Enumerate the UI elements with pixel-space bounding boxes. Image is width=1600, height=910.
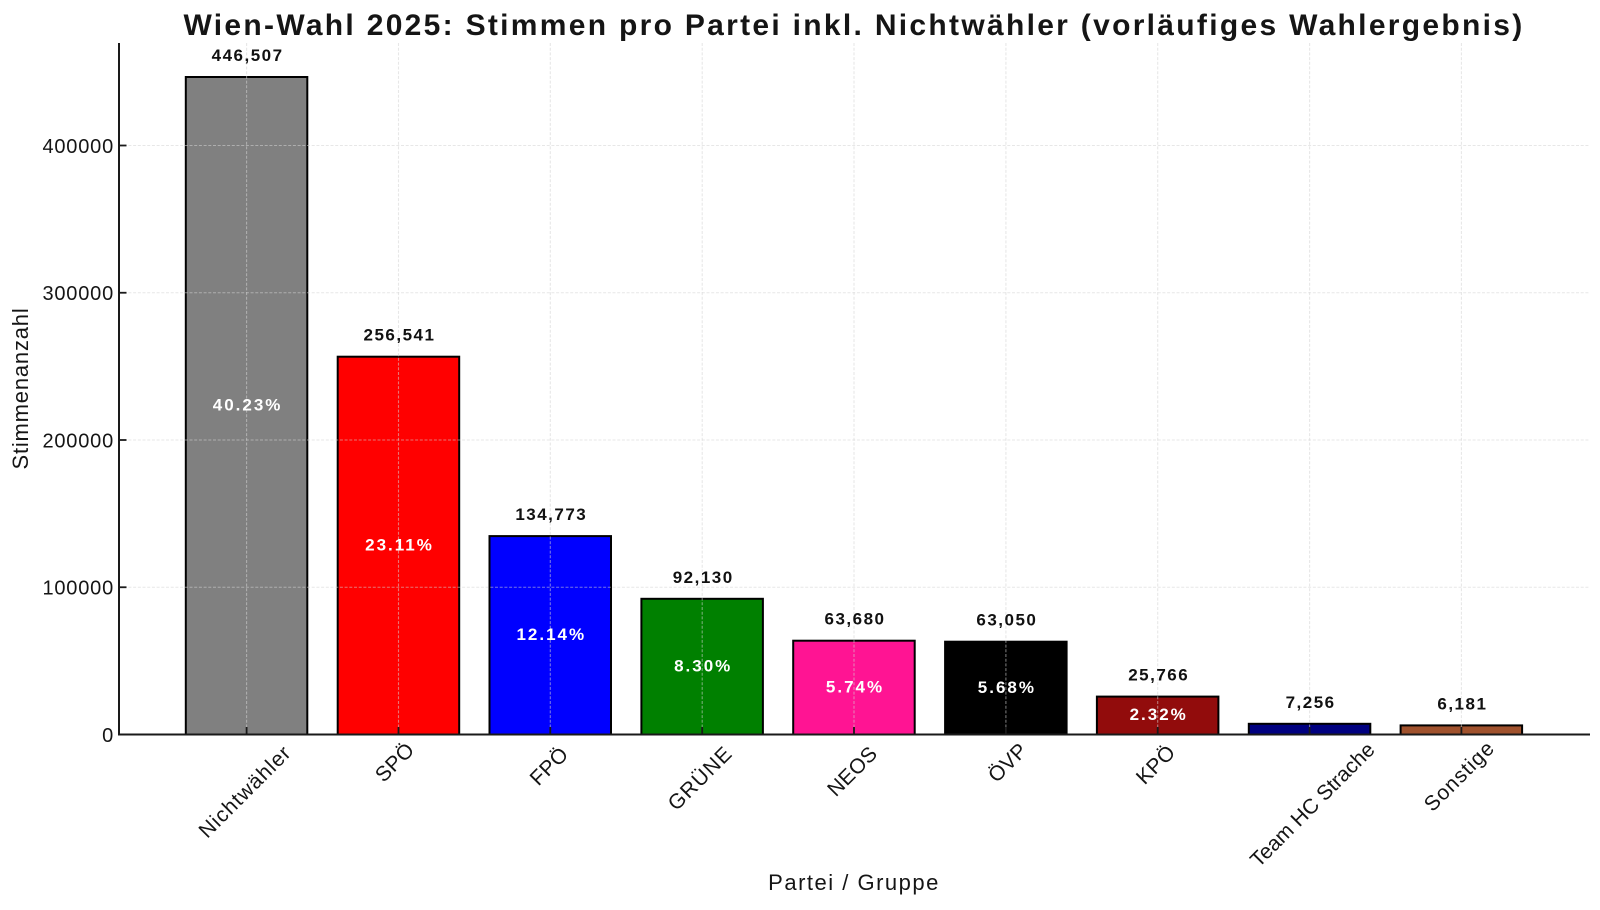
svg-text:63,680: 63,680 [825,610,886,629]
svg-text:92,130: 92,130 [673,568,734,587]
svg-text:7,256: 7,256 [1286,693,1336,712]
svg-text:5.74%: 5.74% [826,677,884,696]
svg-text:400000: 400000 [42,136,114,158]
svg-text:256,541: 256,541 [364,326,436,345]
svg-text:25,766: 25,766 [1128,666,1189,685]
svg-text:6,181: 6,181 [1437,694,1487,713]
svg-text:2.32%: 2.32% [1130,705,1188,724]
svg-text:12.14%: 12.14% [516,625,586,644]
svg-text:8.30%: 8.30% [674,656,732,675]
svg-text:23.11%: 23.11% [365,535,434,554]
svg-text:5.68%: 5.68% [978,678,1036,697]
svg-text:Wien-Wahl 2025: Stimmen pro Pa: Wien-Wahl 2025: Stimmen pro Partei inkl.… [183,9,1524,42]
svg-text:Partei / Gruppe: Partei / Gruppe [768,870,940,895]
svg-text:100000: 100000 [42,578,114,600]
svg-text:40.23%: 40.23% [213,396,283,415]
svg-text:0: 0 [102,725,114,747]
svg-text:200000: 200000 [42,430,114,452]
svg-text:446,507: 446,507 [212,46,284,65]
svg-text:63,050: 63,050 [976,611,1037,630]
svg-text:Stimmenanzahl: Stimmenanzahl [8,307,33,469]
svg-text:134,773: 134,773 [515,505,587,524]
svg-text:300000: 300000 [42,283,114,305]
